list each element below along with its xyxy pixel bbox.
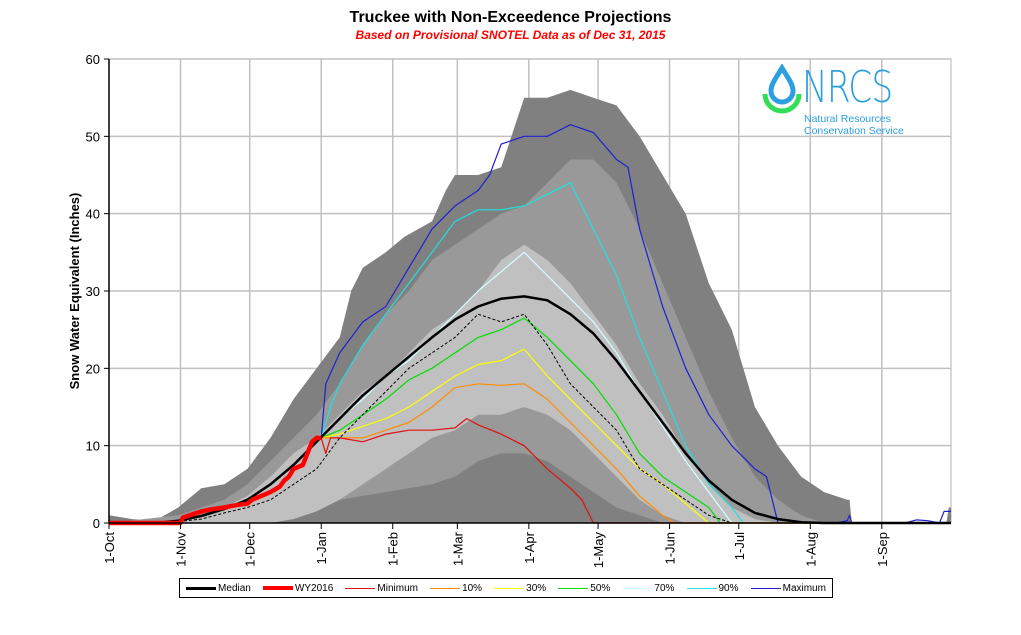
water-drop-icon	[762, 64, 802, 114]
legend: Median WY2016 Minimum 10% 30% 50% 70% 90% Maximu…	[179, 578, 833, 598]
chart-subtitle: Based on Provisional SNOTEL Data as of D…	[355, 28, 666, 42]
x-tick-label: 1-Jul	[732, 532, 747, 560]
legend-swatch	[430, 587, 461, 589]
legend-label: Maximum	[782, 582, 826, 594]
nrcs-logo: NRCS Natural Resources Conservation Serv…	[762, 62, 922, 142]
chart-title: Truckee with Non-Exceedence Projections	[349, 9, 672, 26]
legend-item: Median	[186, 583, 251, 594]
bands	[109, 89, 951, 524]
x-tick-label: 1-Nov	[174, 532, 189, 567]
x-tick-label: 1-Apr	[522, 531, 537, 563]
logo-line-2: Conservation Service	[804, 125, 904, 137]
legend-swatch	[494, 587, 525, 589]
axes: 0 10 20 30 40 50 60 1-Oct 1-Nov 1-Dec 1-Jan 1-Feb 1-…	[86, 52, 951, 568]
logo-subtitle: Natural Resources Conservation Service	[804, 113, 904, 137]
legend-item: 70%	[622, 583, 674, 594]
x-tick-label: 1-Jun	[663, 532, 678, 565]
logo-wordmark: NRCS	[802, 62, 893, 113]
x-tick-label: 1-Sep	[875, 532, 890, 567]
legend-item: WY2016	[262, 582, 334, 594]
logo-line-1: Natural Resources	[804, 113, 891, 125]
x-tick-label: 1-Oct	[102, 532, 117, 564]
legend-swatch	[686, 587, 717, 589]
series-line-normal-dashed	[108, 313, 951, 524]
legend-item: 90%	[686, 582, 739, 594]
series-line-50-	[320, 317, 951, 524]
legend-item: 10%	[430, 583, 482, 594]
y-tick-label: 60	[86, 52, 100, 67]
y-tick-label: 30	[86, 284, 100, 299]
legend-label: WY2016	[294, 582, 334, 594]
legend-swatch	[558, 587, 589, 589]
x-tick-label: 1-Dec	[243, 532, 258, 567]
legend-item: 50%	[558, 583, 610, 594]
y-tick-label: 10	[86, 439, 100, 454]
legend-label: Minimum	[377, 582, 418, 594]
band-30-70-range	[109, 244, 951, 523]
legend-swatch	[345, 587, 376, 589]
x-tick-label: 1-Aug	[803, 532, 818, 567]
series-line-median	[109, 295, 951, 525]
series-lines	[108, 124, 951, 526]
legend-label: 10%	[462, 582, 483, 594]
y-axis-label: Snow Water Equivalent (Inches)	[67, 193, 82, 390]
series-line-minimum	[320, 418, 951, 524]
series-line-90-	[320, 182, 951, 524]
legend-swatch	[186, 586, 217, 590]
legend-label: 90%	[718, 582, 739, 594]
x-tick-label: 1-Mar	[450, 531, 465, 566]
legend-label: 70%	[654, 582, 675, 594]
y-tick-label: 0	[93, 516, 100, 531]
legend-swatch	[750, 587, 781, 589]
y-tick-label: 40	[86, 207, 100, 222]
legend-item: Minimum	[345, 583, 418, 594]
legend-item: 30%	[494, 583, 546, 594]
y-tick-label: 20	[86, 361, 100, 376]
legend-item: Maximum	[750, 582, 826, 594]
series-line-10-	[321, 383, 951, 524]
legend-swatch	[622, 587, 653, 589]
x-tick-label: 1-May	[591, 532, 606, 569]
x-tick-label: 1-Jan	[314, 532, 329, 565]
series-line-wy2016	[109, 435, 322, 526]
x-tick-label: 1-Feb	[386, 532, 401, 566]
legend-label: Median	[218, 582, 251, 594]
legend-label: 30%	[526, 582, 547, 594]
legend-label: 50%	[590, 582, 611, 594]
y-tick-label: 50	[86, 129, 100, 144]
legend-swatch	[262, 586, 293, 590]
